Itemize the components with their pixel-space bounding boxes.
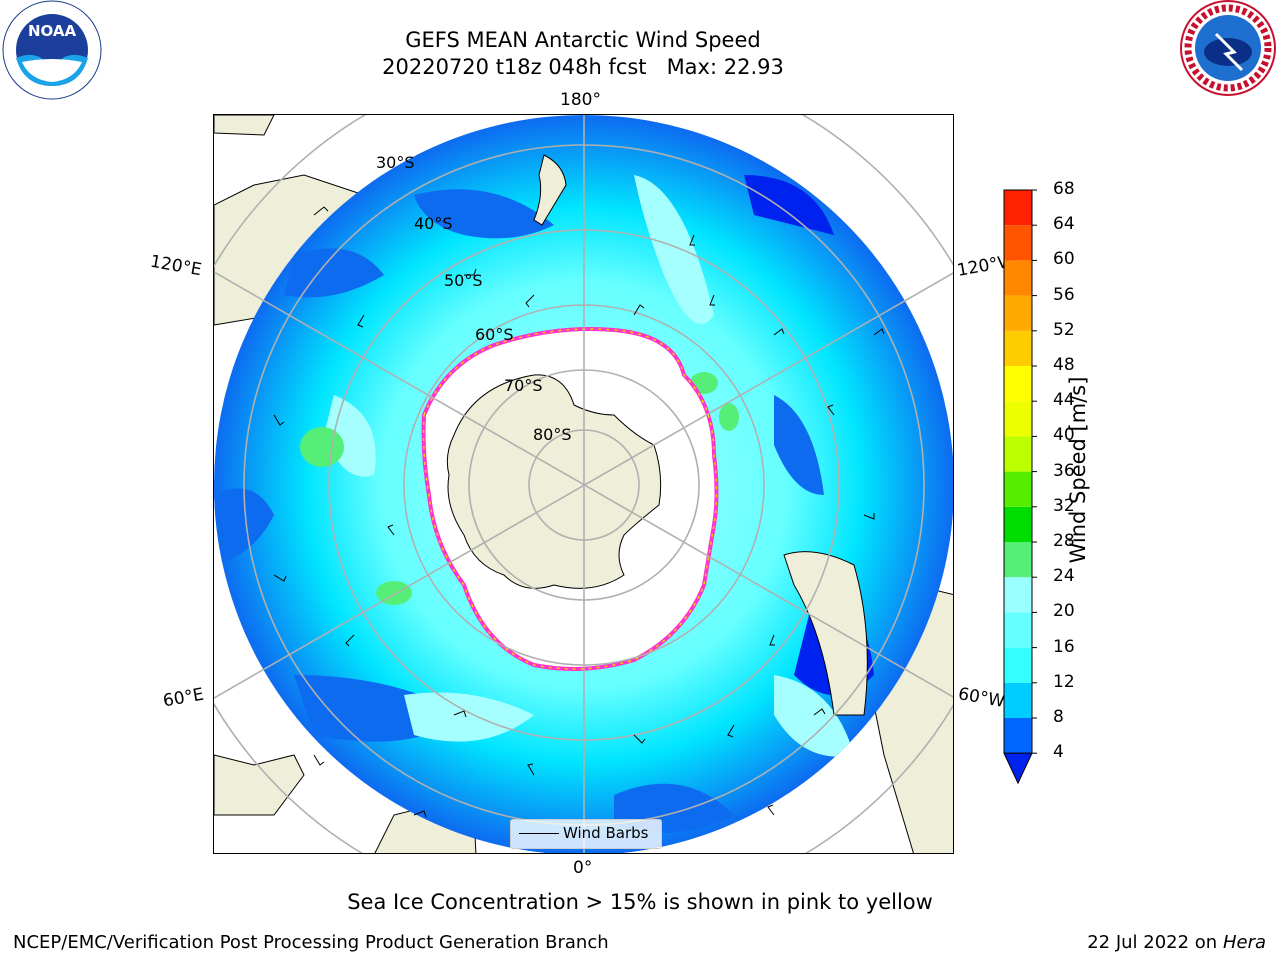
colorbar-tick-label: 28 <box>1053 531 1075 551</box>
colorbar-segment <box>1004 471 1032 507</box>
nws-logo <box>1176 0 1280 104</box>
lon-label-60e: 60°E <box>161 684 206 712</box>
colorbar-tick-label: 36 <box>1053 460 1075 481</box>
wind-barb-legend-line <box>519 833 559 834</box>
colorbar-segment <box>1004 366 1032 402</box>
colorbar-tick-label: 8 <box>1053 707 1064 727</box>
colorbar-segment <box>1004 718 1032 754</box>
colorbar-label: Wind Speed [m/s] <box>1066 376 1090 564</box>
colorbar-tick-label: 16 <box>1053 636 1075 657</box>
colorbar-tick-label: 56 <box>1053 284 1075 305</box>
colorbar-extend-arrow <box>1003 752 1033 785</box>
colorbar-segment <box>1004 295 1032 331</box>
colorbar-tick-label: 12 <box>1053 671 1075 692</box>
colorbar-tick-label: 20 <box>1053 601 1075 622</box>
lat-label-70: 70°S <box>504 376 543 395</box>
colorbar-tick-label: 60 <box>1053 249 1075 270</box>
colorbar-segment <box>1004 682 1032 718</box>
colorbar-segment <box>1004 577 1032 613</box>
colorbar-segment <box>1004 436 1032 472</box>
colorbar-tick-label: 32 <box>1053 495 1075 516</box>
polar-map <box>214 115 953 853</box>
colorbar-segment <box>1004 330 1032 366</box>
colorbar-segment <box>1004 542 1032 578</box>
chart-subtitle: 20220720 t18z 048h fcst Max: 22.93 <box>382 55 784 79</box>
colorbar-tick-label: 40 <box>1053 425 1075 446</box>
footer-host: Hera <box>1222 932 1266 953</box>
footer-credit: NCEP/EMC/Verification Post Processing Pr… <box>13 932 609 953</box>
lon-label-180: 180° <box>560 90 601 110</box>
colorbar-tick-label: 48 <box>1053 355 1075 375</box>
colorbar-tick-label: 64 <box>1053 214 1075 235</box>
colorbar-segment <box>1004 225 1032 261</box>
map-legend: Wind Barbs <box>510 819 662 849</box>
lon-label-0: 0° <box>573 858 593 878</box>
wind-barbs <box>273 206 885 818</box>
sea-ice-caption: Sea Ice Concentration > 15% is shown in … <box>347 890 933 914</box>
lon-label-60w: 60°W <box>956 684 1007 712</box>
footer-date-text: 22 Jul 2022 on <box>1087 932 1223 953</box>
noaa-logo: NOAA <box>0 0 104 104</box>
colorbar-segment <box>1004 190 1032 226</box>
colorbar-segment <box>1004 506 1032 542</box>
lat-label-30: 30°S <box>376 153 415 172</box>
lat-label-40: 40°S <box>414 214 453 233</box>
colorbar-tick-label: 68 <box>1053 179 1075 199</box>
footer-date: 22 Jul 2022 on Hera <box>1087 932 1266 953</box>
map-panel: 30°S 40°S 50°S 60°S 70°S 80°S Wind Barbs <box>213 114 954 854</box>
colorbar-segment <box>1004 260 1032 296</box>
colorbar-segment <box>1004 612 1032 648</box>
lat-label-80: 80°S <box>533 425 572 444</box>
colorbar-scale <box>1003 189 1037 785</box>
lon-label-120e: 120°E <box>148 251 204 281</box>
colorbar-tick-label: 44 <box>1053 390 1075 411</box>
colorbar-tick-label: 52 <box>1053 319 1075 340</box>
lat-label-60: 60°S <box>475 325 514 344</box>
chart-title: GEFS MEAN Antarctic Wind Speed <box>405 28 761 52</box>
colorbar <box>1003 188 1043 792</box>
colorbar-segment <box>1004 647 1032 683</box>
wind-field <box>214 154 874 833</box>
colorbar-tick-label: 24 <box>1053 566 1075 587</box>
legend-label: Wind Barbs <box>563 824 649 842</box>
lat-label-50: 50°S <box>444 271 483 290</box>
colorbar-segment <box>1004 401 1032 437</box>
colorbar-tick-label: 4 <box>1053 742 1064 763</box>
svg-text:NOAA: NOAA <box>28 22 77 40</box>
